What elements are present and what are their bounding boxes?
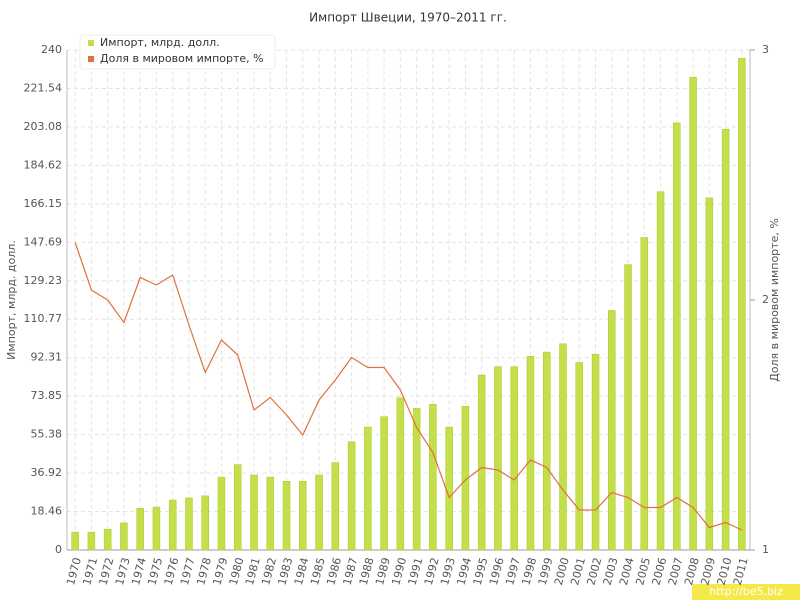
bar [364,426,372,551]
y-tick-label: 110.77 [24,312,63,325]
bar [136,508,144,551]
bar [347,441,356,551]
bar [168,499,177,551]
y2-tick-label: 2 [762,293,769,306]
bar [152,506,161,551]
bar [282,481,291,551]
bar [429,403,437,551]
y-tick-label: 36.92 [31,466,63,479]
y-axis-label: Импорт, млрд. долл. [5,240,18,360]
y-tick-label: 240 [41,43,62,56]
bar [624,264,632,551]
bar [380,416,388,551]
bar [201,495,209,551]
y-tick-label: 55.38 [31,428,63,441]
bar [673,122,681,551]
y-tick-label: 18.46 [31,505,63,518]
y2-axis-label: Доля в мировом импорте, % [768,218,781,382]
bar [461,406,470,551]
bar [689,76,697,551]
bar [103,528,112,551]
bar [331,462,340,551]
bar [120,522,128,551]
y-tick-label: 166.15 [24,197,63,210]
y2-tick-label: 3 [762,43,769,56]
y-tick-label: 129.23 [24,274,63,287]
bar [542,351,551,551]
legend-label: Импорт, млрд. долл. [100,36,220,49]
bar [494,366,502,551]
watermark: http://be5.biz [709,585,783,598]
bar [315,474,323,551]
y-tick-label: 184.62 [24,158,63,171]
y2-tick-label: 1 [762,543,769,556]
bar [510,366,518,551]
bar [185,497,193,551]
legend-label: Доля в мировом импорте, % [100,52,264,65]
bar [477,374,486,551]
bar [412,408,421,551]
bar [234,464,242,551]
bar [87,531,96,551]
bar [217,476,226,551]
bar [266,476,275,551]
y-tick-label: 203.08 [24,120,63,133]
legend-box [79,34,276,70]
bar [559,343,567,551]
bar [640,237,649,551]
bar [396,397,405,551]
legend-swatch [88,56,94,62]
bar [738,58,746,551]
chart-title: Импорт Швеции, 1970–2011 гг. [309,11,507,25]
bar [575,362,583,551]
legend-swatch [88,40,94,46]
bar [299,481,307,551]
bar [705,197,714,551]
bar [250,474,258,551]
bar [656,191,665,551]
bar [71,531,79,551]
y-tick-label: 92.31 [31,351,63,364]
bar [445,426,453,551]
bar [608,310,616,551]
y-tick-label: 221.54 [24,81,63,94]
bar [526,356,535,551]
watermark-box [692,584,800,600]
y-tick-label: 147.69 [24,235,63,248]
bar [591,353,600,551]
line [74,242,743,531]
y-tick-label: 0 [55,543,62,556]
y-tick-label: 73.85 [31,389,63,402]
bar [721,128,730,551]
